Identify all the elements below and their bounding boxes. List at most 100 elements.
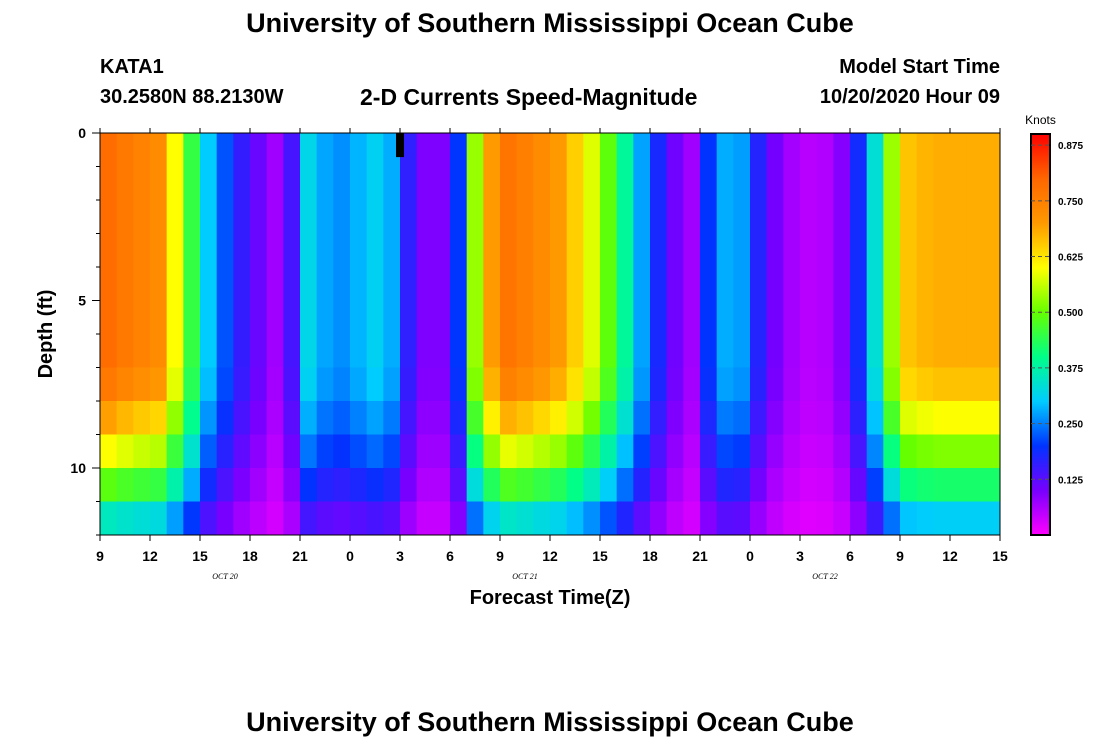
heatmap-cell <box>116 401 134 435</box>
heatmap-cell <box>700 267 718 301</box>
heatmap-cell <box>616 200 634 234</box>
heatmap-cell <box>150 434 168 469</box>
heatmap-cell <box>400 200 418 234</box>
heatmap-cell <box>100 133 118 167</box>
heatmap-cell <box>983 334 1001 368</box>
heatmap-cell <box>100 468 118 502</box>
heatmap-cell <box>366 267 384 301</box>
heatmap-cell <box>583 367 601 402</box>
heatmap-cell <box>400 233 418 268</box>
heatmap-cell <box>633 501 651 536</box>
heatmap-cell <box>216 334 234 368</box>
heatmap-cell <box>783 267 801 301</box>
heatmap-cell <box>350 233 368 268</box>
heatmap-cell <box>816 334 834 368</box>
heatmap-cell <box>516 200 534 234</box>
heatmap-cell <box>500 334 518 368</box>
colorbar-tick-label: 0.375 <box>1058 364 1083 375</box>
y-tick-label: 5 <box>78 293 86 309</box>
heatmap-cell <box>850 334 868 368</box>
heatmap-cell <box>916 166 934 201</box>
heatmap-cell <box>883 300 901 335</box>
heatmap-cell <box>350 334 368 368</box>
heatmap-cell <box>650 133 668 167</box>
heatmap-cell <box>683 401 701 435</box>
heatmap-cell <box>633 200 651 234</box>
heatmap-cell <box>433 367 451 402</box>
heatmap-cell <box>316 334 334 368</box>
heatmap-cell <box>166 200 184 234</box>
heatmap-cell <box>200 367 218 402</box>
heatmap-cell <box>916 434 934 469</box>
heatmap-cell <box>750 501 768 536</box>
heatmap-cell <box>583 133 601 167</box>
heatmap-cell <box>166 501 184 536</box>
heatmap-cell <box>616 166 634 201</box>
heatmap-cell <box>466 233 484 268</box>
footer-title: University of Southern Mississippi Ocean… <box>246 707 854 737</box>
heatmap-cell <box>383 267 401 301</box>
heatmap-cell <box>550 200 568 234</box>
heatmap-cell <box>833 501 851 536</box>
heatmap-cell <box>583 166 601 201</box>
heatmap-cell <box>483 334 501 368</box>
heatmap-cell <box>333 434 351 469</box>
heatmap-cell <box>250 267 268 301</box>
heatmap-cell <box>416 367 434 402</box>
heatmap-cell <box>683 166 701 201</box>
heatmap-cell <box>116 334 134 368</box>
heatmap-cell <box>216 233 234 268</box>
heatmap-cell <box>500 367 518 402</box>
heatmap-cell <box>766 267 784 301</box>
heatmap-cell <box>666 434 684 469</box>
heatmap-cell <box>716 468 734 502</box>
heatmap-cell <box>683 367 701 402</box>
heatmap-cell <box>133 334 151 368</box>
heatmap-cell <box>966 468 984 502</box>
heatmap-cell <box>666 468 684 502</box>
heatmap-cell <box>600 468 618 502</box>
heatmap-cell <box>516 434 534 469</box>
heatmap-cell <box>350 300 368 335</box>
heatmap-cell <box>916 267 934 301</box>
heatmap-cell <box>816 233 834 268</box>
heatmap-cell <box>466 133 484 167</box>
heatmap-cell <box>833 133 851 167</box>
heatmap-cell <box>800 334 818 368</box>
heatmap-cell <box>450 166 468 201</box>
heatmap-cell <box>233 367 251 402</box>
heatmap-cell <box>300 434 318 469</box>
heatmap-cell <box>283 501 301 536</box>
heatmap-cell <box>616 434 634 469</box>
heatmap-cell <box>900 267 918 301</box>
heatmap-cell <box>950 300 968 335</box>
heatmap-cell <box>633 267 651 301</box>
heatmap-cell <box>966 200 984 234</box>
heatmap-cell <box>683 267 701 301</box>
heatmap-cell <box>583 267 601 301</box>
heatmap-cell <box>416 434 434 469</box>
heatmap-cell <box>400 468 418 502</box>
heatmap-cell <box>516 233 534 268</box>
heatmap-cell <box>400 334 418 368</box>
colorbar-tick-label: 0.750 <box>1058 197 1083 208</box>
heatmap-cell <box>266 300 284 335</box>
heatmap-cell <box>366 434 384 469</box>
heatmap-cell <box>783 166 801 201</box>
heatmap-cell <box>866 501 884 536</box>
heatmap-cell <box>150 133 168 167</box>
heatmap-cell <box>416 334 434 368</box>
date-label: OCT 21 <box>512 572 537 581</box>
colorbar-tick-label: 0.125 <box>1058 475 1083 486</box>
heatmap-cell <box>283 334 301 368</box>
x-tick-label: 3 <box>796 548 804 564</box>
x-tick-label: 18 <box>642 548 658 564</box>
heatmap-cell <box>766 401 784 435</box>
x-tick-label: 9 <box>96 548 104 564</box>
heatmap-cell <box>133 367 151 402</box>
heatmap-cell <box>850 434 868 469</box>
heatmap-cell <box>900 434 918 469</box>
heatmap-cell <box>550 300 568 335</box>
heatmap-cell <box>816 501 834 536</box>
heatmap-cell <box>516 300 534 335</box>
